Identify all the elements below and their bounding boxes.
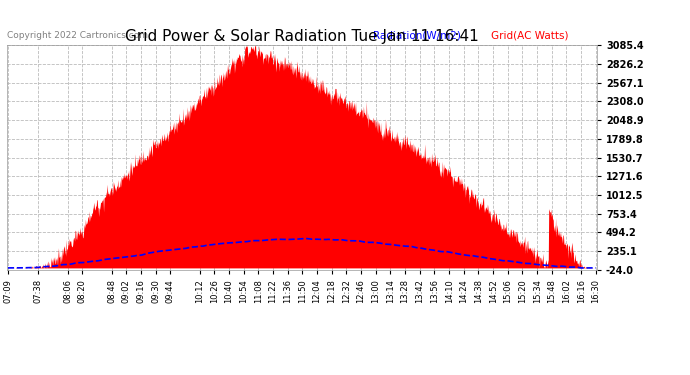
Text: Copyright 2022 Cartronics.com: Copyright 2022 Cartronics.com: [8, 32, 148, 40]
Text: Radiation(W/m2): Radiation(W/m2): [373, 30, 460, 40]
Text: Grid(AC Watts): Grid(AC Watts): [491, 30, 568, 40]
Title: Grid Power & Solar Radiation Tue Jan 11 16:41: Grid Power & Solar Radiation Tue Jan 11 …: [125, 29, 479, 44]
